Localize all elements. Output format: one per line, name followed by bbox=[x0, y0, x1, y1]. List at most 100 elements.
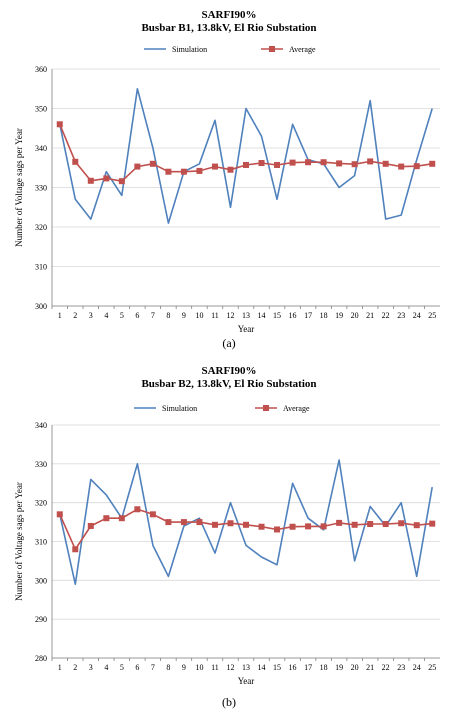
chart-subtitle: Busbar B1, 13.8kV, El Rio Substation bbox=[141, 22, 317, 34]
data-point-average bbox=[72, 158, 79, 165]
y-tick-label: 340 bbox=[35, 421, 47, 430]
data-point-average bbox=[429, 520, 436, 527]
y-tick-label: 350 bbox=[35, 105, 47, 114]
legend-average-label: Average bbox=[289, 45, 316, 54]
legend-average-label: Average bbox=[283, 404, 310, 413]
data-point-average bbox=[118, 178, 125, 185]
chart-panel-a: SARFI90% Busbar B1, 13.8kV, El Rio Subst… bbox=[14, 9, 440, 350]
data-point-average bbox=[305, 159, 312, 166]
y-tick-label: 330 bbox=[35, 460, 47, 469]
x-tick-label: 5 bbox=[120, 663, 124, 672]
y-tick-label: 280 bbox=[35, 654, 47, 663]
data-point-average bbox=[227, 166, 234, 173]
legend-average-marker bbox=[269, 46, 275, 52]
x-tick-label: 10 bbox=[195, 663, 203, 672]
x-tick-label: 15 bbox=[273, 663, 281, 672]
data-point-average bbox=[149, 511, 156, 518]
x-tick-label: 8 bbox=[166, 663, 170, 672]
data-point-average bbox=[289, 159, 296, 166]
x-tick-label: 19 bbox=[335, 311, 343, 320]
x-axis-title: Year bbox=[238, 324, 255, 334]
x-tick-label: 23 bbox=[397, 311, 405, 320]
y-tick-label: 310 bbox=[35, 263, 47, 272]
data-point-average bbox=[336, 160, 343, 167]
legend-average-marker bbox=[263, 405, 269, 411]
x-tick-label: 21 bbox=[366, 311, 374, 320]
data-point-average bbox=[336, 519, 343, 526]
x-tick-label: 12 bbox=[226, 663, 234, 672]
data-point-average bbox=[243, 521, 249, 528]
data-point-average bbox=[367, 158, 374, 165]
x-tick-label: 14 bbox=[258, 311, 266, 320]
x-axis-title: Year bbox=[238, 676, 255, 686]
data-point-average bbox=[274, 526, 281, 533]
x-tick-label: 10 bbox=[195, 311, 203, 320]
data-point-average bbox=[165, 519, 172, 526]
chart-panel-b: SARFI90% Busbar B2, 13.8kV, El Rio Subst… bbox=[0, 358, 458, 715]
data-point-average bbox=[382, 521, 389, 528]
data-point-average bbox=[56, 511, 63, 518]
x-tick-label: 3 bbox=[89, 663, 93, 672]
data-point-average bbox=[413, 522, 420, 529]
data-point-average bbox=[165, 168, 172, 175]
data-point-average bbox=[180, 168, 187, 175]
x-tick-label: 22 bbox=[382, 663, 390, 672]
x-tick-label: 16 bbox=[289, 311, 297, 320]
x-tick-label: 3 bbox=[89, 311, 93, 320]
y-tick-label: 320 bbox=[35, 223, 47, 232]
data-point-average bbox=[227, 520, 234, 527]
x-tick-label: 23 bbox=[397, 663, 405, 672]
x-tick-label: 11 bbox=[211, 663, 219, 672]
data-point-average bbox=[351, 161, 358, 168]
x-tick-label: 21 bbox=[366, 663, 374, 672]
data-point-average bbox=[211, 521, 218, 528]
x-tick-label: 9 bbox=[182, 663, 186, 672]
data-point-average bbox=[149, 160, 156, 167]
x-tick-label: 6 bbox=[135, 663, 139, 672]
legend-simulation-label: Simulation bbox=[172, 45, 207, 54]
x-tick-label: 20 bbox=[351, 663, 359, 672]
data-point-average bbox=[274, 161, 281, 168]
x-tick-label: 20 bbox=[351, 311, 359, 320]
x-tick-label: 7 bbox=[151, 311, 155, 320]
x-tick-label: 24 bbox=[413, 663, 421, 672]
series-line-simulation bbox=[59, 88, 433, 224]
x-tick-label: 15 bbox=[273, 311, 281, 320]
data-point-average bbox=[305, 523, 312, 530]
y-tick-label: 300 bbox=[35, 302, 47, 311]
y-tick-label: 310 bbox=[35, 538, 47, 547]
x-tick-label: 2 bbox=[73, 311, 77, 320]
y-tick-label: 320 bbox=[35, 499, 47, 508]
data-point-average bbox=[429, 160, 436, 167]
x-tick-label: 22 bbox=[382, 311, 390, 320]
data-point-average bbox=[103, 515, 110, 522]
chart-caption: (b) bbox=[222, 695, 236, 709]
x-tick-label: 11 bbox=[211, 311, 219, 320]
x-tick-label: 17 bbox=[304, 311, 312, 320]
data-point-average bbox=[196, 167, 203, 174]
data-point-average bbox=[103, 175, 110, 182]
x-tick-label: 13 bbox=[242, 663, 250, 672]
x-tick-label: 1 bbox=[58, 663, 62, 672]
data-point-average bbox=[87, 522, 94, 529]
x-tick-label: 25 bbox=[428, 311, 436, 320]
x-tick-label: 2 bbox=[73, 663, 77, 672]
x-tick-label: 17 bbox=[304, 663, 312, 672]
x-tick-label: 14 bbox=[258, 663, 266, 672]
x-tick-label: 4 bbox=[104, 311, 108, 320]
data-point-average bbox=[243, 161, 249, 168]
data-point-average bbox=[211, 163, 218, 170]
data-point-average bbox=[72, 546, 79, 553]
data-point-average bbox=[258, 160, 265, 167]
data-point-average bbox=[118, 515, 125, 522]
data-point-average bbox=[289, 523, 296, 530]
x-tick-label: 9 bbox=[182, 311, 186, 320]
y-tick-label: 330 bbox=[35, 184, 47, 193]
x-tick-label: 18 bbox=[320, 663, 328, 672]
data-point-average bbox=[258, 523, 265, 530]
chart-title: SARFI90% bbox=[201, 365, 257, 377]
x-tick-label: 4 bbox=[104, 663, 108, 672]
data-point-average bbox=[180, 519, 187, 526]
data-point-average bbox=[87, 177, 94, 184]
